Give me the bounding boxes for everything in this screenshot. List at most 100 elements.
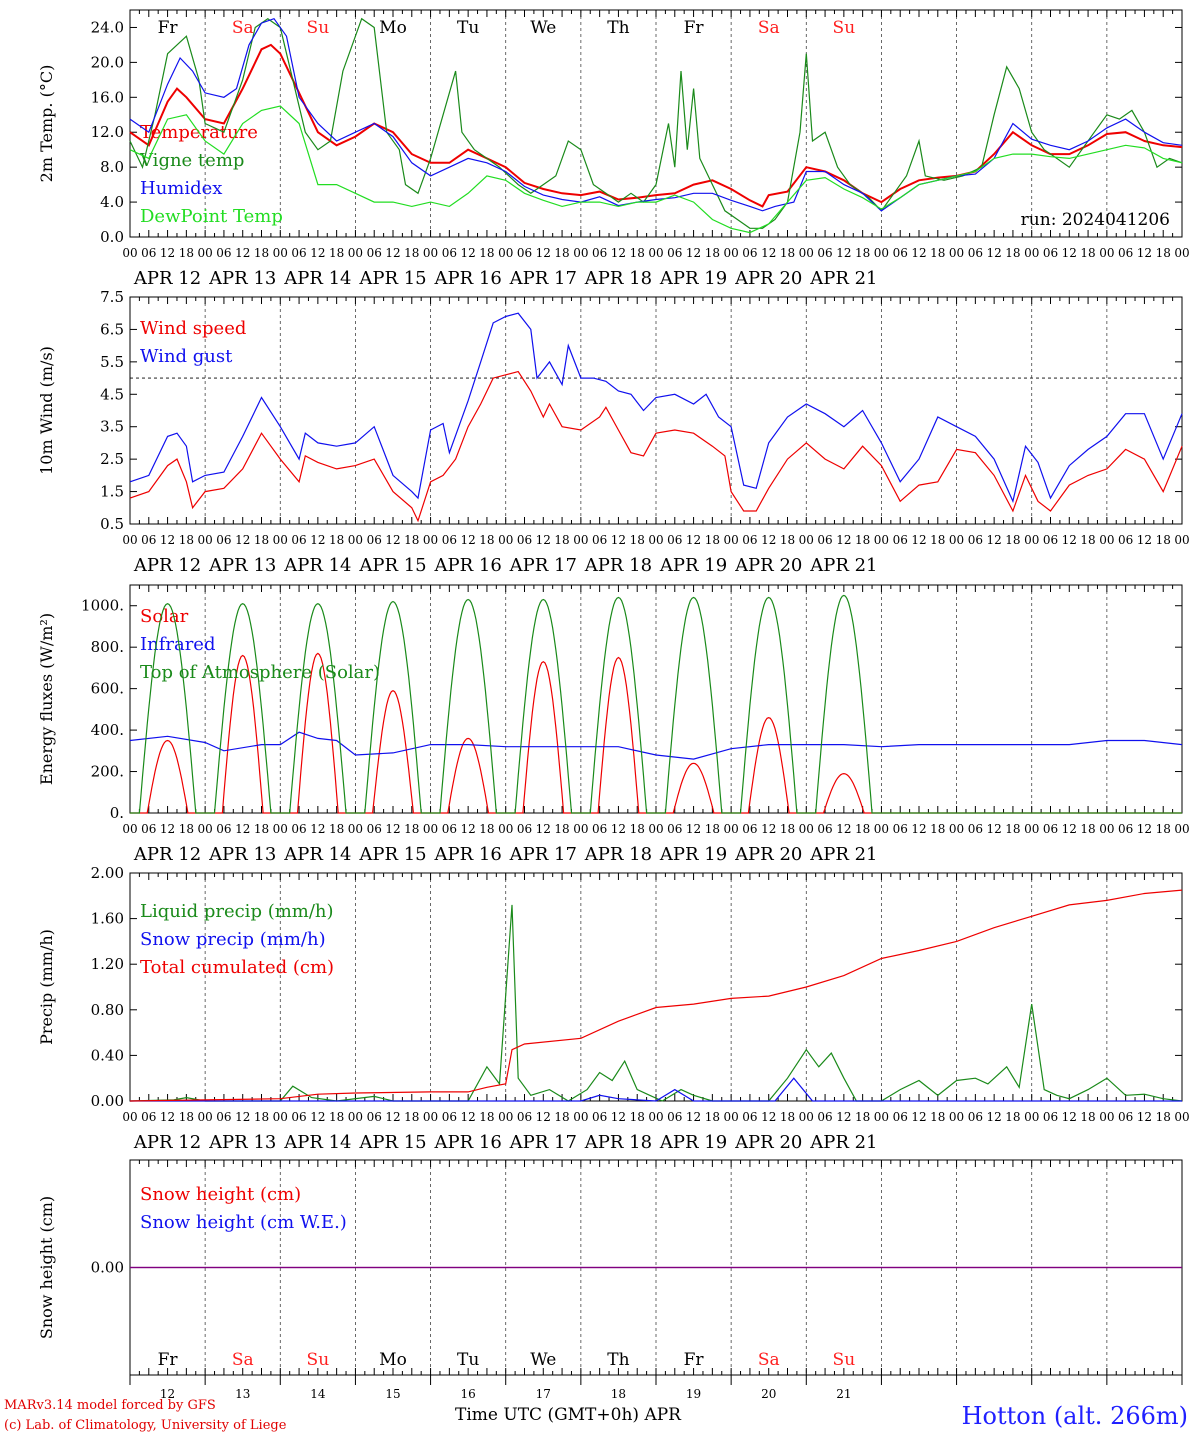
- x-hour-label: 18: [705, 246, 720, 260]
- x-hour-label: 18: [179, 1110, 194, 1124]
- x-hour-label: 06: [893, 1110, 908, 1124]
- x-hour-label: 06: [1118, 822, 1133, 836]
- y-axis-label: Precip (mm/h): [37, 929, 56, 1045]
- y-tick-label: 200.: [91, 763, 124, 781]
- x-hour-label: 18: [1005, 1110, 1020, 1124]
- day-of-week-label: Su: [307, 18, 330, 38]
- y-tick-label: 1.5: [100, 483, 124, 501]
- x-hour-label: 00: [874, 822, 889, 836]
- x-hour-label: 12: [836, 1110, 851, 1124]
- x-hour-label: 00: [874, 533, 889, 547]
- x-hour-label: 12: [310, 1110, 325, 1124]
- x-hour-label: 12: [461, 1110, 476, 1124]
- y-tick-label: 20.0: [91, 53, 124, 71]
- x-hour-label: 00: [198, 533, 213, 547]
- date-label: APR 21: [809, 844, 877, 865]
- x-hour-label: 00: [423, 1110, 438, 1124]
- date-label: APR 20: [734, 268, 802, 289]
- y-tick-label: 1000.: [81, 597, 124, 615]
- x-hour-label: 00: [1099, 1110, 1114, 1124]
- x-hour-label: 12: [160, 533, 175, 547]
- day-number-label: 14: [310, 1387, 326, 1401]
- x-hour-label: 12: [761, 822, 776, 836]
- x-hour-label: 00: [1024, 246, 1039, 260]
- x-hour-label: 12: [1137, 246, 1152, 260]
- x-hour-label: 18: [1156, 533, 1171, 547]
- x-hour-label: 18: [1080, 1110, 1095, 1124]
- x-hour-label: 12: [461, 533, 476, 547]
- x-hour-label: 18: [329, 533, 344, 547]
- x-hour-label: 06: [216, 1110, 231, 1124]
- x-hour-label: 06: [141, 1110, 156, 1124]
- x-hour-label: 00: [949, 822, 964, 836]
- x-hour-label: 00: [573, 1110, 588, 1124]
- x-hour-label: 00: [1099, 246, 1114, 260]
- y-tick-label: 0.5: [100, 515, 124, 533]
- x-hour-label: 18: [179, 822, 194, 836]
- x-hour-label: 00: [799, 1110, 814, 1124]
- x-hour-label: 12: [761, 246, 776, 260]
- x-hour-label: 06: [817, 1110, 832, 1124]
- date-label: APR 13: [208, 555, 276, 576]
- x-hour-label: 12: [836, 246, 851, 260]
- x-hour-label: 06: [742, 822, 757, 836]
- legend-entry: Humidex: [140, 178, 222, 199]
- y-tick-label: 0.40: [91, 1046, 124, 1064]
- x-hour-label: 18: [630, 533, 645, 547]
- y-tick-label: 2.00: [91, 864, 124, 882]
- x-hour-label: 00: [1174, 246, 1189, 260]
- run-label: run: 2024041206: [1021, 210, 1170, 230]
- x-hour-label: 18: [855, 822, 870, 836]
- x-hour-label: 06: [367, 246, 382, 260]
- lab-credit: (c) Lab. of Climatology, University of L…: [4, 1418, 287, 1433]
- y-tick-label: 4.5: [100, 385, 124, 403]
- y-tick-label: 0.00: [91, 1259, 124, 1277]
- day-of-week-label: Su: [833, 18, 856, 38]
- date-label: APR 17: [509, 1132, 577, 1153]
- x-hour-label: 12: [987, 1110, 1002, 1124]
- x-hour-label: 00: [122, 533, 137, 547]
- x-hour-label: 06: [968, 822, 983, 836]
- x-hour-label: 12: [385, 1110, 400, 1124]
- x-hour-label: 18: [254, 246, 269, 260]
- x-hour-label: 12: [911, 822, 926, 836]
- x-hour-label: 18: [329, 822, 344, 836]
- x-hour-label: 12: [385, 822, 400, 836]
- day-number-label: 17: [536, 1387, 551, 1401]
- x-hour-label: 18: [705, 1110, 720, 1124]
- date-label: APR 19: [659, 555, 727, 576]
- date-label: APR 21: [809, 555, 877, 576]
- x-hour-label: 00: [1174, 533, 1189, 547]
- x-hour-label: 06: [817, 822, 832, 836]
- x-hour-label: 06: [742, 246, 757, 260]
- date-label: APR 20: [734, 555, 802, 576]
- x-hour-label: 06: [968, 246, 983, 260]
- day-number-label: 12: [160, 1387, 175, 1401]
- legend-entry: Top of Atmosphere (Solar): [140, 662, 380, 683]
- y-axis-label: Snow height (cm): [37, 1196, 56, 1339]
- x-hour-label: 18: [780, 246, 795, 260]
- x-hour-label: 00: [648, 1110, 663, 1124]
- x-hour-label: 18: [1005, 822, 1020, 836]
- x-hour-label: 18: [930, 533, 945, 547]
- x-hour-label: 12: [836, 533, 851, 547]
- x-hour-label: 06: [291, 246, 306, 260]
- x-hour-label: 00: [573, 533, 588, 547]
- x-hour-label: 12: [160, 1110, 175, 1124]
- x-hour-label: 18: [630, 822, 645, 836]
- x-hour-label: 06: [1043, 533, 1058, 547]
- date-label: APR 16: [433, 268, 501, 289]
- x-hour-label: 06: [667, 822, 682, 836]
- x-hour-label: 06: [893, 246, 908, 260]
- x-hour-label: 12: [686, 1110, 701, 1124]
- x-hour-label: 12: [911, 533, 926, 547]
- x-hour-label: 06: [968, 533, 983, 547]
- y-tick-label: 16.0: [91, 88, 124, 106]
- x-hour-label: 06: [141, 822, 156, 836]
- series-line-vigne-temp: [129, 17, 1183, 229]
- date-label: APR 14: [283, 555, 351, 576]
- x-hour-label: 18: [930, 246, 945, 260]
- panel-2: 0.5 1.5 2.5 3.5 4.5 5.5 6.5 7.5 10m Wind (m/s) 00…: [37, 288, 1190, 576]
- x-hour-label: 18: [630, 1110, 645, 1124]
- x-hour-label: 18: [1156, 246, 1171, 260]
